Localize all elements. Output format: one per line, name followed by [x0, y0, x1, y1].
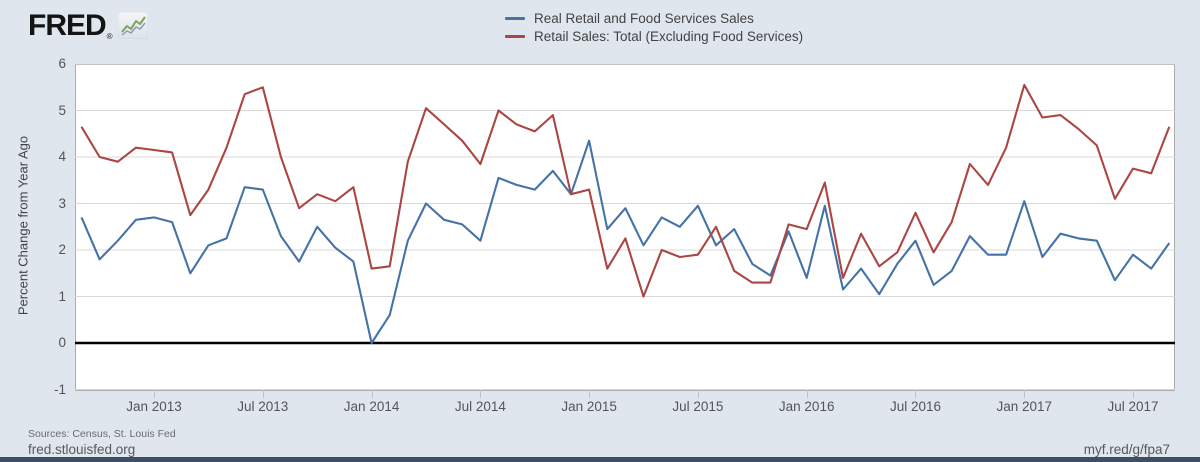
- y-tick-label: 3: [58, 195, 66, 211]
- y-tick-label: -1: [53, 381, 66, 397]
- legend-label: Real Retail and Food Services Sales: [534, 10, 754, 26]
- x-tick-label: Jul 2016: [889, 399, 941, 414]
- bottom-bar: [0, 457, 1200, 462]
- legend-dash-blue: [505, 16, 525, 20]
- x-tick-label: Jan 2013: [126, 399, 182, 414]
- x-tick-label: Jan 2017: [996, 399, 1053, 414]
- x-tick-mark: [1133, 390, 1135, 398]
- x-tick-label: Jul 2013: [237, 399, 289, 414]
- x-tick-mark: [154, 390, 156, 398]
- fred-sparkline-icon: [117, 12, 148, 39]
- legend: Real Retail and Food Services Sales Reta…: [505, 9, 803, 45]
- fred-logo-text: FRED: [28, 9, 107, 42]
- y-tick-label: 6: [58, 56, 66, 71]
- legend-dash-red: [505, 34, 525, 38]
- series-line-red: [80, 83, 1171, 298]
- x-tick-label: Jan 2016: [778, 399, 835, 414]
- legend-item-retail-ex-food[interactable]: Retail Sales: Total (Excluding Food Serv…: [505, 27, 803, 45]
- y-tick-label: 2: [58, 242, 66, 257]
- x-tick-label: Jul 2015: [672, 399, 724, 414]
- legend-label: Retail Sales: Total (Excluding Food Serv…: [534, 28, 804, 44]
- x-tick-mark: [371, 390, 373, 398]
- x-tick-label: Jan 2014: [343, 399, 400, 414]
- plot-area: [75, 64, 1175, 391]
- y-tick-label: 4: [58, 149, 66, 164]
- chart-plot: [75, 64, 1175, 390]
- x-tick-label: Jul 2014: [454, 399, 506, 414]
- x-tick-label: Jan 2015: [561, 399, 617, 414]
- fred-site-link[interactable]: fred.stlouisfed.org: [28, 442, 136, 457]
- x-tick-mark: [806, 390, 808, 398]
- y-tick-label: 0: [58, 335, 66, 350]
- x-tick-mark: [915, 390, 917, 398]
- x-tick-mark: [697, 390, 699, 398]
- y-tick-label: 1: [58, 288, 66, 304]
- legend-item-real-retail[interactable]: Real Retail and Food Services Sales: [505, 9, 803, 27]
- sources-note: Sources: Census, St. Louis Fed: [28, 428, 176, 440]
- registered-mark: ®: [106, 32, 113, 41]
- x-tick-label: Jul 2017: [1107, 399, 1159, 414]
- graph-short-link[interactable]: myf.red/g/fpa7: [1083, 442, 1170, 457]
- fred-logo[interactable]: FRED ®: [28, 9, 148, 42]
- x-tick-mark: [262, 390, 264, 398]
- x-tick-mark: [1024, 390, 1026, 398]
- series-line-blue: [80, 139, 1171, 345]
- x-tick-mark: [480, 390, 482, 398]
- x-tick-mark: [589, 390, 591, 398]
- y-tick-label: 5: [58, 102, 66, 118]
- y-axis-title: Percent Change from Year Ago: [15, 135, 31, 316]
